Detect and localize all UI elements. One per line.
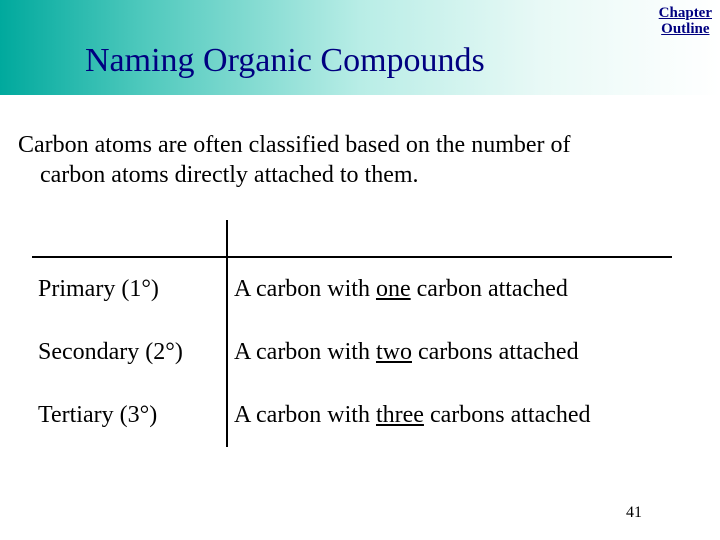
chapter-outline-line1: Chapter — [659, 5, 712, 21]
desc-post: carbons attached — [412, 339, 579, 365]
slide-title: Naming Organic Compounds — [85, 42, 485, 80]
classification-table: Primary (1°) A carbon with one carbon at… — [32, 220, 672, 447]
desc-post: carbons attached — [424, 402, 591, 428]
desc-underlined: two — [376, 339, 412, 365]
chapter-outline-link[interactable]: Chapter Outline — [659, 6, 712, 38]
chapter-outline-line2: Outline — [659, 22, 712, 38]
table-row: Primary (1°) A carbon with one carbon at… — [32, 257, 672, 321]
row-label: Primary (1°) — [32, 257, 227, 321]
page-number: 41 — [626, 504, 642, 522]
desc-underlined: three — [376, 402, 424, 428]
row-label: Secondary (2°) — [32, 321, 227, 384]
desc-post: carbon attached — [411, 276, 568, 302]
table-row: Secondary (2°) A carbon with two carbons… — [32, 321, 672, 384]
table-row: Tertiary (3°) A carbon with three carbon… — [32, 384, 672, 447]
desc-pre: A carbon with — [234, 276, 376, 302]
body-line1: Carbon atoms are often classified based … — [18, 132, 571, 158]
row-desc: A carbon with one carbon attached — [227, 257, 672, 321]
row-desc: A carbon with two carbons attached — [227, 321, 672, 384]
desc-underlined: one — [376, 276, 411, 302]
row-label: Tertiary (3°) — [32, 384, 227, 447]
body-paragraph: Carbon atoms are often classified based … — [18, 130, 702, 190]
body-line2: carbon atoms directly attached to them. — [18, 160, 702, 190]
row-desc: A carbon with three carbons attached — [227, 384, 672, 447]
desc-pre: A carbon with — [234, 339, 376, 365]
header-band: Chapter Outline Naming Organic Compounds — [0, 0, 720, 95]
desc-pre: A carbon with — [234, 402, 376, 428]
